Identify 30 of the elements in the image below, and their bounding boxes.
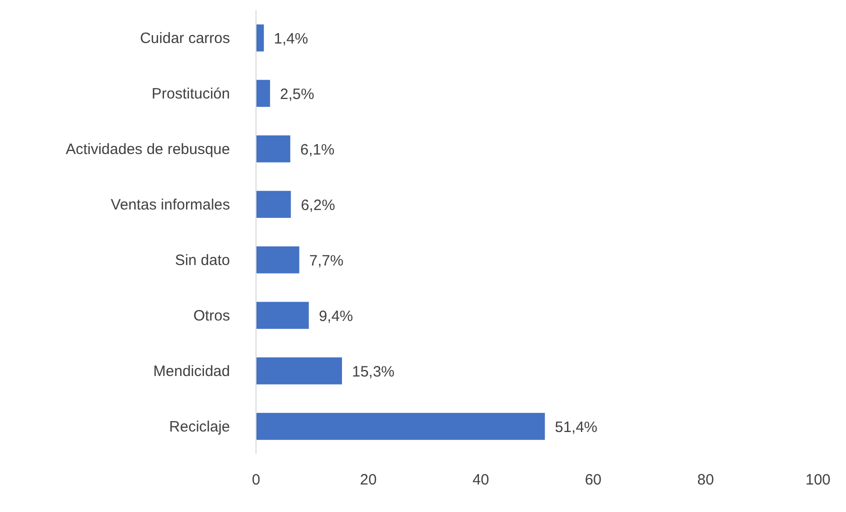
- bar: [256, 190, 291, 218]
- x-tick-label: 60: [584, 472, 602, 489]
- x-tick-label: 20: [360, 472, 377, 489]
- data-label: 51,4%: [554, 418, 598, 436]
- data-label: 1,4%: [274, 30, 308, 48]
- x-tick-label: 80: [697, 472, 714, 489]
- data-label: 6,1%: [300, 141, 334, 158]
- y-tick-label: Actividades de rebusque: [66, 141, 230, 158]
- bar: [256, 24, 264, 52]
- bar: [256, 302, 309, 329]
- y-tick-label: Mendicidad: [153, 363, 230, 380]
- data-label: 7,7%: [309, 252, 344, 270]
- bar: [256, 80, 270, 107]
- data-label: 6,2%: [300, 196, 336, 214]
- data-label: 9,4%: [318, 308, 354, 325]
- x-tick-label: 100: [805, 472, 831, 489]
- y-tick-label: Ventas informales: [110, 196, 230, 214]
- y-tick-label: Reciclaje: [169, 418, 230, 436]
- y-tick-label: Otros: [193, 308, 230, 325]
- bar: [256, 412, 545, 440]
- bar: [256, 246, 300, 274]
- x-tick-label: 0: [252, 472, 260, 489]
- bar: [256, 135, 290, 162]
- x-tick-label: 40: [472, 472, 490, 489]
- data-label: 2,5%: [280, 86, 314, 103]
- data-label: 15,3%: [352, 363, 395, 380]
- bar: [256, 357, 342, 384]
- y-tick-label: Sin dato: [174, 252, 230, 270]
- y-tick-label: Prostitución: [152, 86, 230, 103]
- y-tick-label: Cuidar carros: [140, 30, 230, 48]
